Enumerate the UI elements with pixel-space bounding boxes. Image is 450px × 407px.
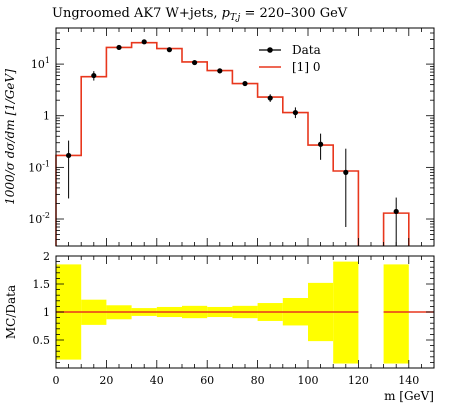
- ratio-y-axis-label: MC/Data: [4, 285, 18, 339]
- data-point: [166, 47, 172, 53]
- data-point: [116, 44, 122, 51]
- legend: Data [1] 0: [259, 43, 321, 74]
- data-points: [66, 39, 399, 246]
- x-tick-label: 100: [298, 374, 319, 387]
- data-point: [343, 148, 349, 227]
- chart-title: Ungroomed AK7 W+jets, pT,j = 220–300 GeV: [52, 6, 348, 23]
- data-point: [141, 39, 147, 45]
- data-marker: [242, 80, 248, 87]
- x-tick-label: 120: [348, 374, 369, 387]
- data-marker: [318, 141, 324, 147]
- data-point: [292, 107, 298, 119]
- data-point: [66, 140, 72, 199]
- data-point: [242, 80, 248, 87]
- data-point: [217, 68, 223, 74]
- main-x-ticks: [55, 28, 435, 246]
- data-marker: [91, 72, 97, 79]
- x-tick-label: 60: [200, 374, 214, 387]
- main-frame: [55, 27, 435, 247]
- main-y-axis-label: 1000/σ dσ/dm [1/GeV]: [3, 69, 17, 205]
- legend-mc-label: [1] 0: [292, 60, 320, 74]
- ratio-panel: 0.5 1 1.5 2 0 20 40 60 80 100 120 140 MC/Data m [G…: [4, 250, 435, 403]
- ratio-y-tick-label: 2: [43, 250, 50, 263]
- data-marker: [192, 59, 198, 66]
- data-point: [267, 94, 273, 102]
- x-tick-label: 0: [53, 374, 60, 387]
- ratio-x-axis-label: m [GeV]: [384, 389, 434, 403]
- ratio-y-axis: 0.5 1 1.5 2: [33, 250, 434, 363]
- ratio-band-bin: [383, 264, 409, 364]
- data-marker: [267, 95, 273, 101]
- data-marker: [343, 169, 349, 175]
- y-tick-label: 10-1: [28, 159, 50, 174]
- main-y-axis: 10-2 10-1 1 101: [28, 27, 434, 247]
- y-tick-label: 10-2: [28, 211, 50, 226]
- data-marker: [292, 109, 298, 116]
- y-tick-label: 101: [31, 56, 50, 71]
- data-point: [91, 71, 97, 81]
- legend-data-label: Data: [292, 43, 321, 57]
- ratio-y-tick-label: 1.5: [33, 278, 51, 291]
- data-point: [393, 197, 399, 246]
- mc-histogram-line: [55, 41, 410, 246]
- legend-data-marker: [267, 47, 273, 53]
- main-panel: 10-2 10-1 1 101 1000/σ dσ/dm [1/GeV]: [3, 27, 435, 247]
- data-point: [318, 133, 324, 160]
- x-tick-label: 40: [150, 374, 164, 387]
- data-marker: [166, 47, 172, 53]
- x-tick-label: 140: [398, 374, 419, 387]
- data-marker: [66, 152, 72, 159]
- ratio-x-axis: 0 20 40 60 80 100 120 140: [53, 256, 435, 387]
- mc-histogram: [55, 41, 410, 246]
- ratio-y-tick-label: 1: [43, 306, 50, 319]
- ratio-y-tick-label: 0.5: [33, 334, 51, 347]
- data-marker: [217, 68, 223, 74]
- data-marker: [141, 39, 147, 45]
- data-marker: [116, 44, 122, 51]
- x-tick-label: 80: [251, 374, 265, 387]
- x-tick-label: 20: [99, 374, 113, 387]
- y-tick-label: 1: [43, 110, 50, 123]
- data-marker: [393, 208, 399, 215]
- data-point: [192, 59, 198, 66]
